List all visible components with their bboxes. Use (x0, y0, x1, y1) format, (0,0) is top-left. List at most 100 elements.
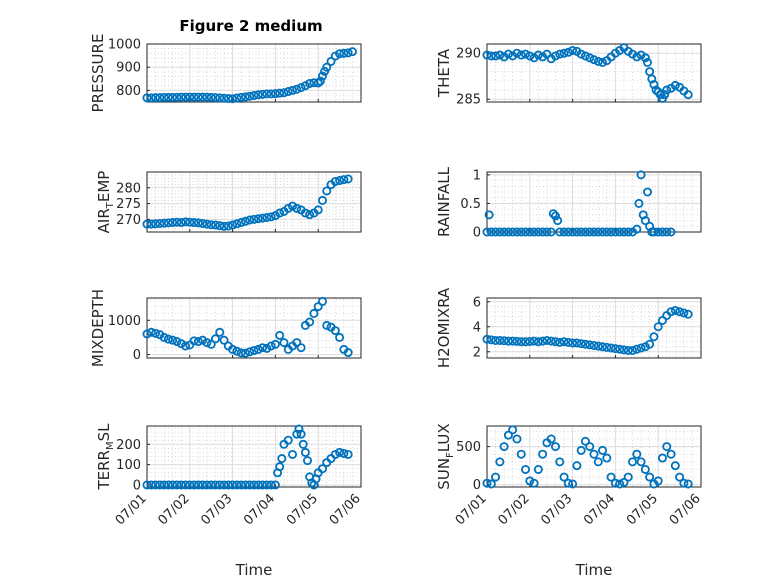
data-point (172, 217, 182, 227)
data-point (486, 227, 496, 237)
y-axis-label-part: TERR (95, 450, 113, 491)
data-point (168, 218, 178, 228)
data-point (249, 345, 259, 355)
data-point (512, 227, 522, 237)
data-point (555, 49, 565, 59)
x-tick-label: 07/05 (624, 491, 661, 528)
data-point (163, 218, 173, 228)
data-point (343, 449, 353, 459)
data-point (572, 338, 582, 348)
data-point (653, 227, 663, 237)
data-point (542, 227, 552, 237)
data-point (236, 218, 246, 228)
y-axis-label-part: H2OMIXRA (435, 287, 453, 368)
data-point (240, 480, 250, 490)
data-point (649, 332, 659, 342)
data-point (159, 480, 169, 490)
data-point (538, 336, 548, 346)
data-point (666, 227, 676, 237)
data-point (249, 214, 259, 224)
data-point (491, 335, 501, 345)
data-point (146, 93, 156, 103)
data-point (610, 227, 620, 237)
data-point (219, 93, 229, 103)
data-point (568, 227, 578, 237)
data-point (151, 328, 161, 338)
data-point (482, 50, 492, 60)
data-point (193, 218, 203, 228)
data-point (559, 227, 569, 237)
data-point (491, 51, 501, 61)
y-axis-label-part: MIXDEPTH (89, 289, 107, 367)
data-point (563, 337, 573, 347)
data-point (245, 347, 255, 357)
data-point (223, 480, 233, 490)
data-point (330, 449, 340, 459)
data-point (228, 344, 238, 354)
data-point (495, 457, 505, 467)
data-point (585, 442, 595, 452)
data-point (512, 434, 522, 444)
data-point (550, 442, 560, 452)
data-point (572, 461, 582, 471)
y-tick-label: 2 (473, 345, 481, 360)
x-tick-label: 07/06 (327, 491, 364, 528)
data-point (315, 76, 325, 86)
data-point (538, 449, 548, 459)
x-tick-label: 07/04 (241, 491, 278, 528)
data-point (163, 480, 173, 490)
data-point (198, 480, 208, 490)
data-point (662, 442, 672, 452)
data-point (270, 89, 280, 99)
y-tick-label: 285 (456, 93, 481, 108)
y-tick-label: 0 (473, 226, 481, 241)
data-point (258, 213, 268, 223)
data-point (294, 424, 304, 434)
data-point (572, 227, 582, 237)
data-point (292, 338, 302, 348)
data-point (240, 92, 250, 102)
x-tick-label: 07/05 (284, 491, 321, 528)
data-point (533, 464, 543, 474)
y-axis-label-part: AIR (95, 208, 113, 233)
data-point (593, 341, 603, 351)
data-point (313, 78, 323, 88)
data-point (593, 56, 603, 66)
data-point (232, 93, 242, 103)
y-tick-label: 0 (133, 478, 141, 493)
data-point (253, 480, 263, 490)
data-point (516, 50, 526, 60)
data-point (245, 91, 255, 101)
y-tick-label: 290 (456, 47, 481, 62)
data-point (683, 479, 693, 489)
data-point (636, 170, 646, 180)
data-point (645, 339, 655, 349)
data-point (585, 227, 595, 237)
data-point (228, 220, 238, 230)
data-point (555, 337, 565, 347)
data-point (155, 93, 165, 103)
data-point (499, 336, 509, 346)
data-point (253, 214, 263, 224)
data-point (283, 435, 293, 445)
data-point (525, 227, 535, 237)
data-point (292, 429, 302, 439)
data-point (550, 211, 560, 221)
data-point (563, 227, 573, 237)
data-point (292, 203, 302, 213)
axes-box (146, 171, 362, 233)
data-point (292, 84, 302, 94)
data-point (317, 195, 327, 205)
data-point (317, 464, 327, 474)
data-point (533, 337, 543, 347)
y-axis-label-part: SUN (435, 458, 453, 490)
data-point (645, 472, 655, 482)
data-point (508, 425, 518, 435)
data-point (632, 449, 642, 459)
data-point (606, 472, 616, 482)
data-point (193, 92, 203, 102)
data-point (589, 55, 599, 65)
data-point (296, 83, 306, 93)
